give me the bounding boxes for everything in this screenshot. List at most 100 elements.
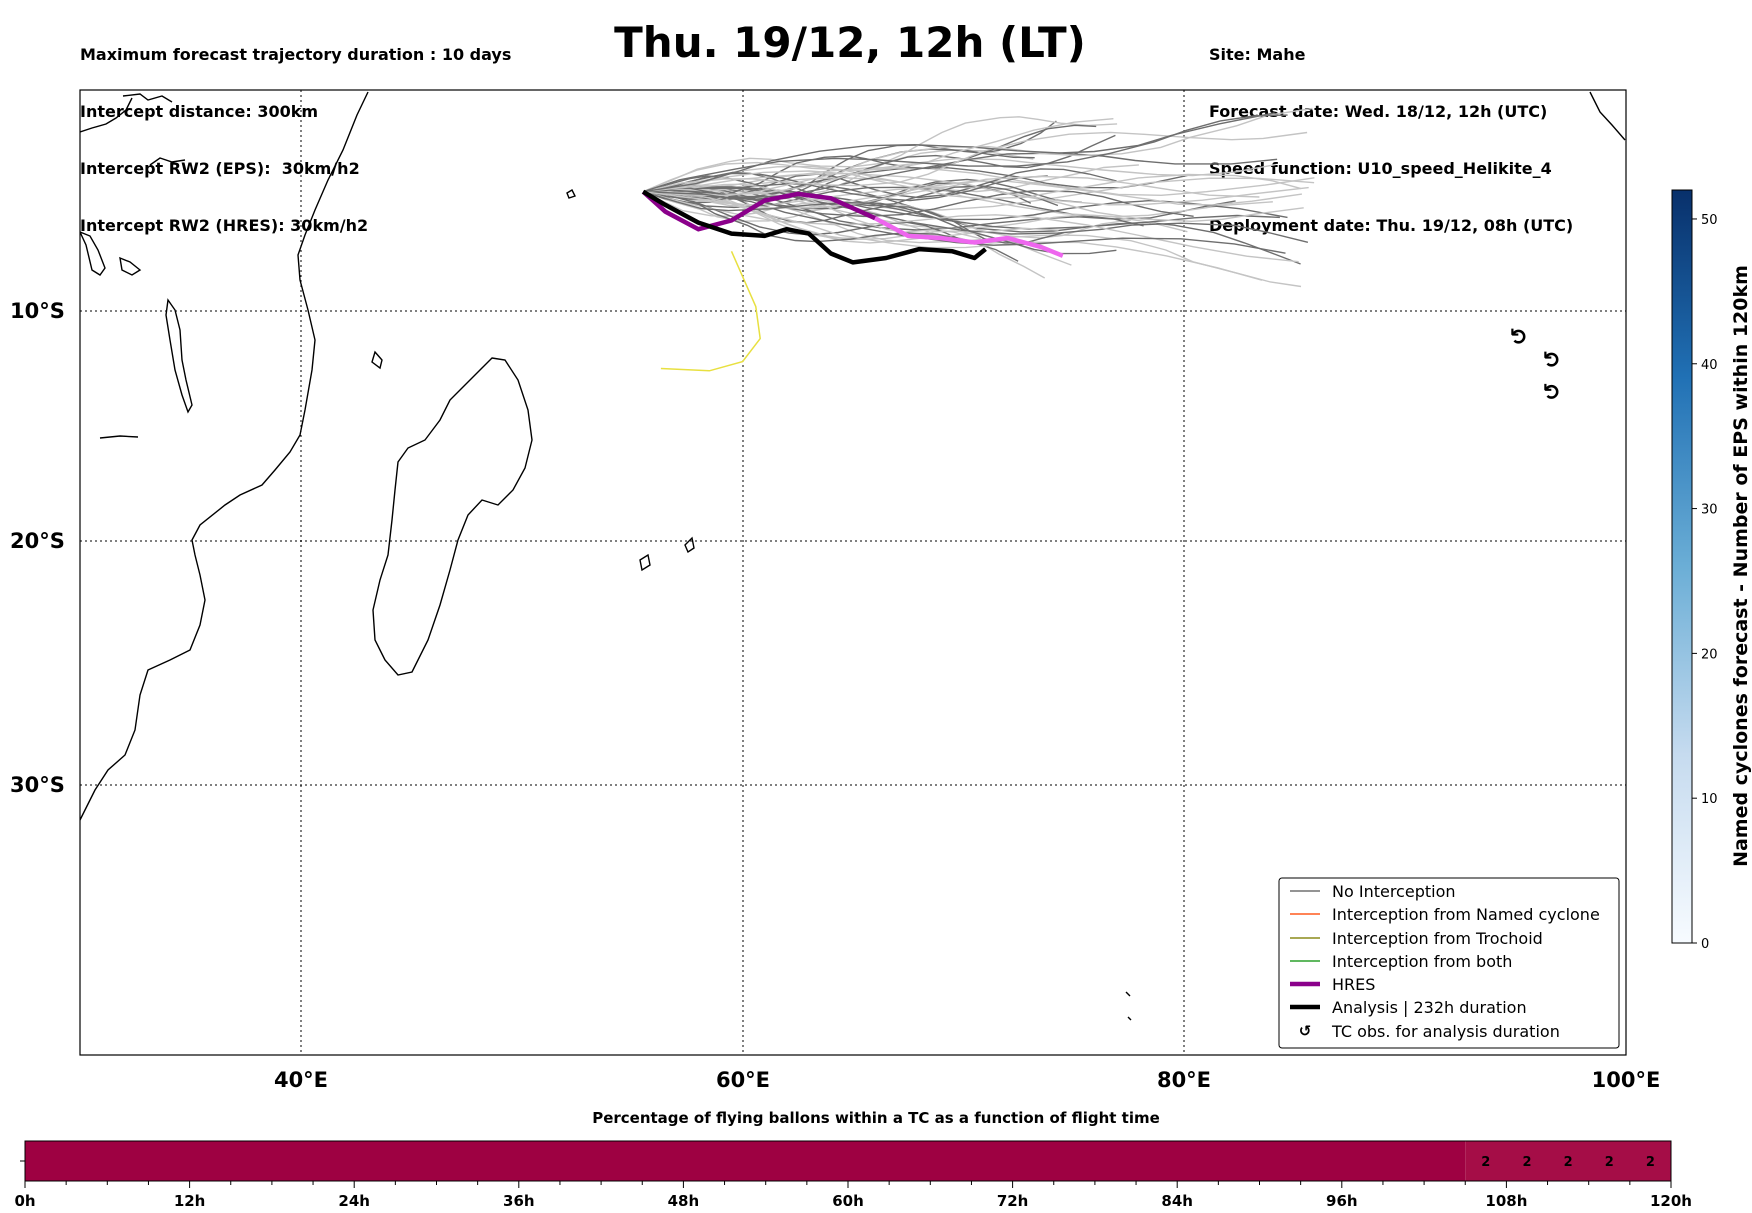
lon-label-60e: 60°E: [716, 1068, 770, 1092]
eps-trajectory-line: [643, 152, 1278, 199]
header-right-line-2: Forecast date: Wed. 18/12, 12h (UTC): [1209, 102, 1548, 121]
header-right-line-4: Deployment date: Thu. 19/12, 08h (UTC): [1209, 216, 1574, 235]
map-frame: [79, 89, 1627, 1056]
strip-value-label: 2: [1646, 1155, 1655, 1170]
strip-segment: [1465, 1141, 1671, 1181]
strip-tick-label: 12h: [174, 1192, 206, 1210]
comoros-island: [371, 350, 383, 370]
africa-coastline: [80, 91, 369, 821]
lon-label-100e: 100°E: [1592, 1068, 1661, 1092]
lake-south: [99, 435, 139, 439]
eps-trajectory-line: [643, 172, 1048, 202]
legend-box: [1278, 877, 1620, 1049]
mauritius-island: [684, 536, 695, 554]
red-sea-coastline: [80, 97, 133, 133]
strip-values: 2 2 2 2 2: [1481, 1155, 1655, 1170]
lat-label-20s: 20°S: [10, 529, 65, 553]
eps-trajectory-line: [643, 131, 1308, 193]
hres-trajectory: [641, 190, 877, 232]
gridlines: [80, 90, 1626, 1055]
island-west: [80, 231, 106, 276]
strip-tick-label: 36h: [503, 1192, 535, 1210]
tc-observations: ↺ ↺ ↺: [1508, 327, 1566, 401]
islet-1: [1125, 991, 1131, 997]
colorbar-tick-label: 10: [1701, 792, 1718, 807]
header-left-line-1: Maximum forecast trajectory duration : 1…: [80, 45, 512, 64]
colorbar-gradient: [1671, 189, 1693, 944]
colorbar-tick-label: 20: [1701, 647, 1718, 662]
legend: No Interception Interception from Named …: [1278, 877, 1620, 1049]
eps-trajectory-line: [643, 191, 1299, 263]
colorbar-ticks: 0 10 20 30 40 50: [1692, 213, 1718, 952]
strip-tick-label: 48h: [668, 1192, 700, 1210]
tc-observation-icon: ↺: [1541, 350, 1566, 368]
mascarene-island: [639, 553, 651, 572]
header-left-line-4: Intercept RW2 (HRES): 30km/h2: [80, 216, 369, 235]
header-left: Maximum forecast trajectory duration : 1…: [80, 7, 511, 254]
strip-tick-label: 96h: [1326, 1192, 1358, 1210]
legend-analysis: Analysis | 232h duration: [1332, 998, 1527, 1017]
strip-tick-label: 24h: [338, 1192, 370, 1210]
lon-label-40e: 40°E: [274, 1068, 328, 1092]
strip-segments: [25, 1141, 1671, 1181]
strip-tick-label: 0h: [14, 1192, 35, 1210]
header-right-line-3: Speed function: U10_speed_Helikite_4: [1209, 159, 1552, 178]
strip-title: Percentage of flying ballons within a TC…: [592, 1109, 1160, 1127]
asia-coastline: [1589, 91, 1626, 141]
island-small-1: [119, 256, 142, 276]
lon-label-80e: 80°E: [1157, 1068, 1211, 1092]
strip-tick-label: 120h: [1650, 1192, 1692, 1210]
legend-tc-obs: TC obs. for analysis duration: [1331, 1022, 1560, 1041]
tc-observation-icon: ↺: [1508, 327, 1533, 345]
colorbar-tick-label: 50: [1701, 213, 1718, 228]
strip-value-label: 2: [1564, 1155, 1573, 1170]
lake-coastline: [165, 298, 193, 414]
header-right: Site: Mahe Forecast date: Wed. 18/12, 12…: [1209, 7, 1573, 254]
chart-title: Thu. 19/12, 12h (LT): [614, 18, 1086, 67]
colorbar-tick-label: 0: [1701, 937, 1709, 952]
lat-label-10s: 10°S: [10, 299, 65, 323]
colorbar: 0 10 20 30 40 50 Named cyclones forecast - Nu…: [1671, 189, 1752, 952]
legend-tc-symbol-icon: ↺: [1299, 1022, 1312, 1040]
strip-tick-label: 84h: [1161, 1192, 1193, 1210]
legend-both: Interception from both: [1332, 952, 1512, 971]
coastlines: [80, 91, 1626, 1021]
socotra-coastline: [149, 157, 186, 166]
colorbar-label: Named cyclones forecast - Number of EPS …: [1730, 265, 1752, 867]
legend-hres: HRES: [1332, 975, 1375, 994]
analysis-trajectory: [642, 189, 987, 265]
header-left-line-2: Intercept distance: 300km: [80, 102, 319, 121]
strip-tick-label: 108h: [1485, 1192, 1527, 1210]
eps-trajectory-line: [643, 170, 1302, 200]
eps-trajectory-line: [643, 183, 1059, 237]
colorbar-tick-label: 30: [1701, 503, 1718, 518]
colorbar-tick-label: 40: [1701, 358, 1718, 373]
islet-2: [1127, 1016, 1132, 1021]
eps-trajectories: [642, 107, 1315, 288]
strip-value-label: 2: [1605, 1155, 1614, 1170]
legend-named-cyclone: Interception from Named cyclone: [1332, 905, 1600, 924]
eps-trajectory-line: [642, 118, 1114, 193]
strip-value-label: 2: [1481, 1155, 1490, 1170]
header-left-line-3: Intercept RW2 (EPS): 30km/h2: [80, 159, 360, 178]
arabia-coastline: [122, 93, 173, 103]
strip-tick-label: 72h: [997, 1192, 1029, 1210]
lat-label-30s: 30°S: [10, 773, 65, 797]
hres-trajectory-late: [874, 216, 1064, 258]
flight-time-strip: 0h 12h 24h 36h 48h 60h 72h 84h 96h 108h 120h 2 2 2 2 2: [14, 1140, 1692, 1210]
strip-value-label: 2: [1522, 1155, 1531, 1170]
madagascar-coastline: [372, 357, 533, 676]
legend-no-interception: No Interception: [1332, 882, 1456, 901]
eps-trajectory-line: [642, 116, 1118, 193]
strip-tick-label: 60h: [832, 1192, 864, 1210]
eps-trajectory-line: [642, 114, 1288, 193]
legend-trochoid: Interception from Trochoid: [1332, 929, 1543, 948]
eps-trajectory-line: [643, 112, 1275, 193]
strip-segment: [25, 1141, 1466, 1181]
seychelles-island: [566, 189, 576, 199]
tc-observation-icon: ↺: [1541, 382, 1566, 400]
yellow-trajectory: [660, 250, 761, 372]
eps-trajectory-line: [643, 191, 1263, 281]
strip-ticks: 0h 12h 24h 36h 48h 60h 72h 84h 96h 108h 120h: [14, 1181, 1692, 1210]
